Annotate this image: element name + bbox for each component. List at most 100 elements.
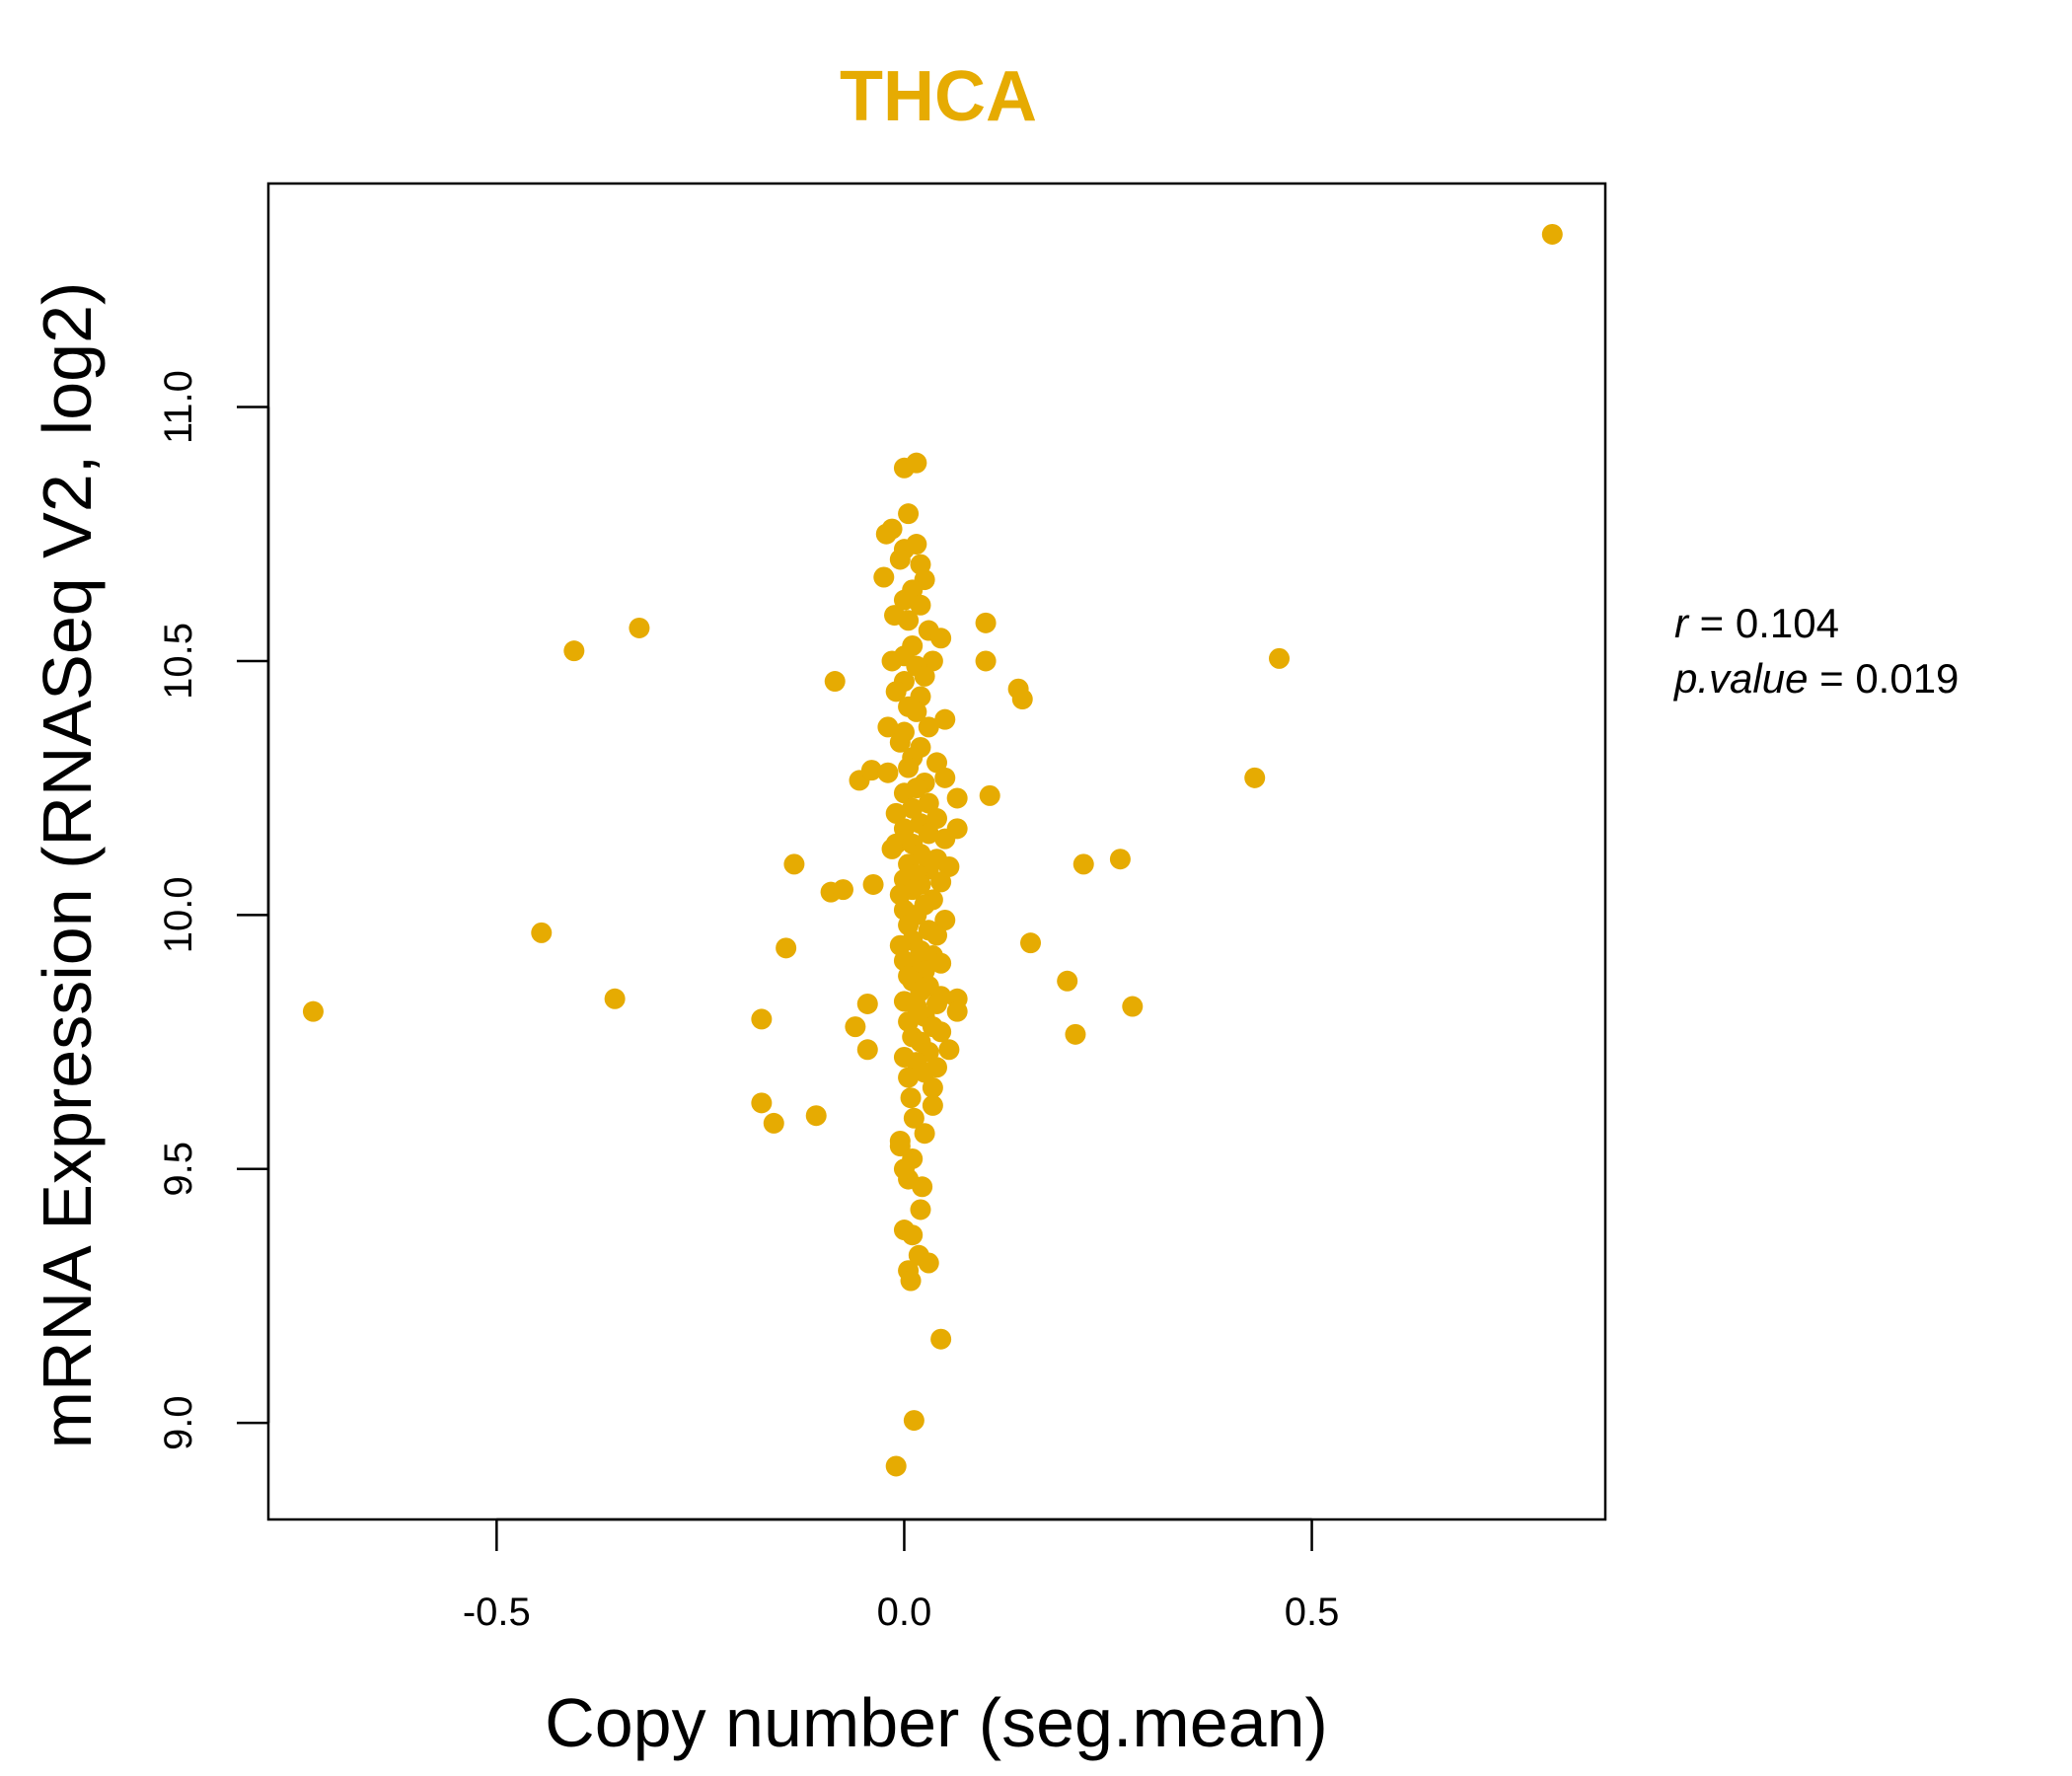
data-point [898, 610, 920, 631]
data-point [934, 767, 956, 788]
data-point [1011, 689, 1033, 710]
data-point [975, 650, 997, 672]
data-point [856, 1039, 878, 1061]
data-point [922, 1076, 943, 1098]
data-point [903, 1107, 925, 1129]
data-point [1269, 647, 1291, 669]
data-point [930, 1021, 952, 1043]
data-point [900, 1087, 922, 1109]
y-tick-label: 9.0 [157, 1395, 200, 1450]
data-point [893, 818, 915, 840]
data-point [873, 566, 895, 588]
data-point [902, 1147, 924, 1169]
data-point [926, 752, 947, 774]
data-point [1057, 970, 1078, 992]
data-point [1073, 853, 1094, 875]
data-point [531, 922, 553, 943]
p-label: p.value [1672, 655, 1808, 702]
data-point [975, 612, 997, 633]
data-point [889, 731, 911, 753]
data-point [926, 808, 947, 830]
data-point [856, 993, 878, 1014]
data-point [930, 952, 952, 974]
data-point [885, 681, 907, 703]
data-point [1244, 767, 1266, 788]
r-annotation: r = 0.104 [1674, 600, 1839, 646]
r-value: 0.104 [1736, 600, 1839, 646]
data-point [302, 1000, 324, 1022]
data-point [930, 871, 952, 893]
data-point [1065, 1023, 1086, 1045]
y-axis-title: mRNA Expression (RNASeq V2, log2) [29, 282, 106, 1449]
data-point [898, 1067, 920, 1088]
data-point [906, 701, 927, 722]
data-point [938, 1039, 960, 1061]
data-point [902, 1224, 924, 1246]
data-point [918, 716, 939, 738]
data-point [783, 853, 805, 875]
x-axis: -0.5 0.0 0.5 [463, 1517, 1340, 1634]
chart-title: THCA [840, 57, 1037, 136]
data-point [930, 1328, 952, 1350]
data-point [914, 665, 935, 687]
y-tick-label: 10.5 [157, 623, 200, 700]
data-point [893, 782, 915, 804]
data-point [881, 838, 903, 859]
data-point [979, 784, 1000, 806]
data-point [914, 1123, 935, 1145]
data-point [898, 757, 920, 778]
data-point [832, 879, 853, 901]
x-tick-label: 0.5 [1285, 1591, 1340, 1634]
data-point [918, 1252, 939, 1274]
data-point [877, 716, 899, 738]
data-point [751, 1008, 773, 1030]
data-point [824, 671, 846, 693]
data-point [910, 594, 931, 616]
x-tick-label: 0.0 [877, 1591, 932, 1634]
data-point [946, 1000, 968, 1022]
data-point [946, 787, 968, 809]
data-point [805, 1105, 827, 1127]
data-point [604, 988, 626, 1009]
data-point [776, 937, 797, 959]
data-point [900, 1270, 922, 1292]
data-points [302, 223, 1563, 1477]
data-point [763, 1112, 784, 1134]
x-axis-title: Copy number (seg.mean) [545, 1684, 1328, 1761]
data-point [885, 802, 907, 824]
data-point [629, 617, 650, 638]
p-value: 0.019 [1855, 655, 1959, 702]
data-point [930, 628, 952, 649]
data-point [862, 873, 884, 895]
data-point [1541, 223, 1563, 245]
r-label: r [1674, 600, 1690, 646]
data-point [881, 518, 903, 540]
data-point [889, 549, 911, 570]
correlation-annotation: r = 0.104 p.value = 0.019 [1672, 600, 1959, 702]
data-point [860, 760, 882, 781]
y-tick-label: 11.0 [157, 370, 200, 444]
data-point [906, 452, 927, 474]
y-tick-label: 10.0 [157, 876, 200, 953]
y-axis: 9.0 9.5 10.0 10.5 11.0 [157, 370, 270, 1450]
data-point [934, 708, 956, 730]
data-point [563, 640, 585, 662]
data-point [910, 1199, 931, 1221]
data-point [926, 925, 947, 946]
p-value-annotation: p.value = 0.019 [1672, 655, 1959, 702]
data-point [934, 910, 956, 931]
data-point [1122, 996, 1144, 1017]
y-tick-label: 9.5 [157, 1142, 200, 1197]
x-tick-label: -0.5 [463, 1591, 531, 1634]
data-point [877, 762, 899, 783]
data-point [938, 855, 960, 877]
data-point [751, 1092, 773, 1114]
data-point [914, 1062, 935, 1083]
data-point [918, 823, 939, 845]
data-point [1020, 932, 1042, 954]
data-point [898, 503, 920, 525]
data-point [893, 589, 915, 611]
data-point [1109, 849, 1131, 870]
data-point [885, 1455, 907, 1477]
